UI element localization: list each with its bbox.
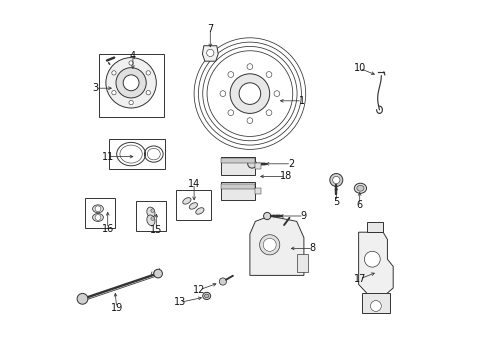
Text: 5: 5 xyxy=(332,197,339,207)
Ellipse shape xyxy=(151,209,154,212)
Text: 2: 2 xyxy=(287,159,294,169)
Circle shape xyxy=(77,293,88,304)
Circle shape xyxy=(259,235,279,255)
Circle shape xyxy=(263,212,270,220)
Text: 13: 13 xyxy=(173,297,185,307)
Ellipse shape xyxy=(92,213,103,221)
Polygon shape xyxy=(358,232,392,295)
Circle shape xyxy=(95,206,101,212)
Circle shape xyxy=(153,269,162,278)
Text: 8: 8 xyxy=(309,243,315,253)
Polygon shape xyxy=(202,46,218,61)
Text: 1: 1 xyxy=(299,96,305,106)
Ellipse shape xyxy=(195,208,203,214)
Ellipse shape xyxy=(183,198,191,204)
Text: 7: 7 xyxy=(207,24,213,34)
Polygon shape xyxy=(221,182,255,200)
Ellipse shape xyxy=(151,217,154,220)
Text: 4: 4 xyxy=(130,51,136,61)
Circle shape xyxy=(220,91,225,96)
Polygon shape xyxy=(221,157,255,175)
Text: 12: 12 xyxy=(193,285,205,295)
Ellipse shape xyxy=(204,294,208,298)
Bar xyxy=(221,158,255,163)
Bar xyxy=(366,222,382,232)
Bar xyxy=(255,188,260,194)
Circle shape xyxy=(106,58,156,108)
Polygon shape xyxy=(249,216,303,275)
Text: 9: 9 xyxy=(300,211,306,221)
Circle shape xyxy=(206,49,213,57)
Circle shape xyxy=(230,74,269,113)
Circle shape xyxy=(332,176,339,184)
Bar xyxy=(84,198,115,228)
Circle shape xyxy=(227,72,233,77)
Circle shape xyxy=(146,71,150,75)
Bar xyxy=(296,254,307,272)
Circle shape xyxy=(123,75,139,91)
Circle shape xyxy=(364,251,380,267)
Circle shape xyxy=(219,278,226,285)
Text: 18: 18 xyxy=(279,171,291,181)
Text: 6: 6 xyxy=(356,200,362,210)
Text: 16: 16 xyxy=(102,224,114,234)
Bar xyxy=(362,293,389,313)
Circle shape xyxy=(95,215,101,220)
Circle shape xyxy=(116,68,146,98)
Circle shape xyxy=(370,301,381,311)
Text: 15: 15 xyxy=(150,225,162,235)
Ellipse shape xyxy=(203,292,210,300)
Circle shape xyxy=(112,71,116,75)
Circle shape xyxy=(246,64,252,69)
Circle shape xyxy=(112,90,116,95)
Bar xyxy=(221,184,255,189)
Circle shape xyxy=(239,83,260,104)
Circle shape xyxy=(265,110,271,116)
Bar xyxy=(255,163,260,169)
Ellipse shape xyxy=(356,185,363,191)
Text: 3: 3 xyxy=(92,83,98,93)
Text: 10: 10 xyxy=(353,63,365,73)
Bar xyxy=(176,190,210,220)
Bar xyxy=(99,54,163,117)
Circle shape xyxy=(265,72,271,77)
Text: 17: 17 xyxy=(353,274,365,284)
Circle shape xyxy=(129,61,133,65)
Circle shape xyxy=(146,91,150,95)
Ellipse shape xyxy=(189,203,197,209)
Ellipse shape xyxy=(146,215,155,226)
Ellipse shape xyxy=(354,183,366,193)
Circle shape xyxy=(329,174,342,186)
Bar xyxy=(109,139,165,169)
Text: 11: 11 xyxy=(102,152,114,162)
Ellipse shape xyxy=(92,205,103,213)
Circle shape xyxy=(246,118,252,123)
Circle shape xyxy=(273,91,279,96)
Text: 19: 19 xyxy=(110,303,122,313)
Circle shape xyxy=(247,159,256,168)
Bar xyxy=(136,201,166,231)
Circle shape xyxy=(129,100,133,105)
Circle shape xyxy=(227,110,233,116)
Text: 14: 14 xyxy=(187,179,200,189)
Circle shape xyxy=(263,238,276,251)
Ellipse shape xyxy=(146,207,155,218)
